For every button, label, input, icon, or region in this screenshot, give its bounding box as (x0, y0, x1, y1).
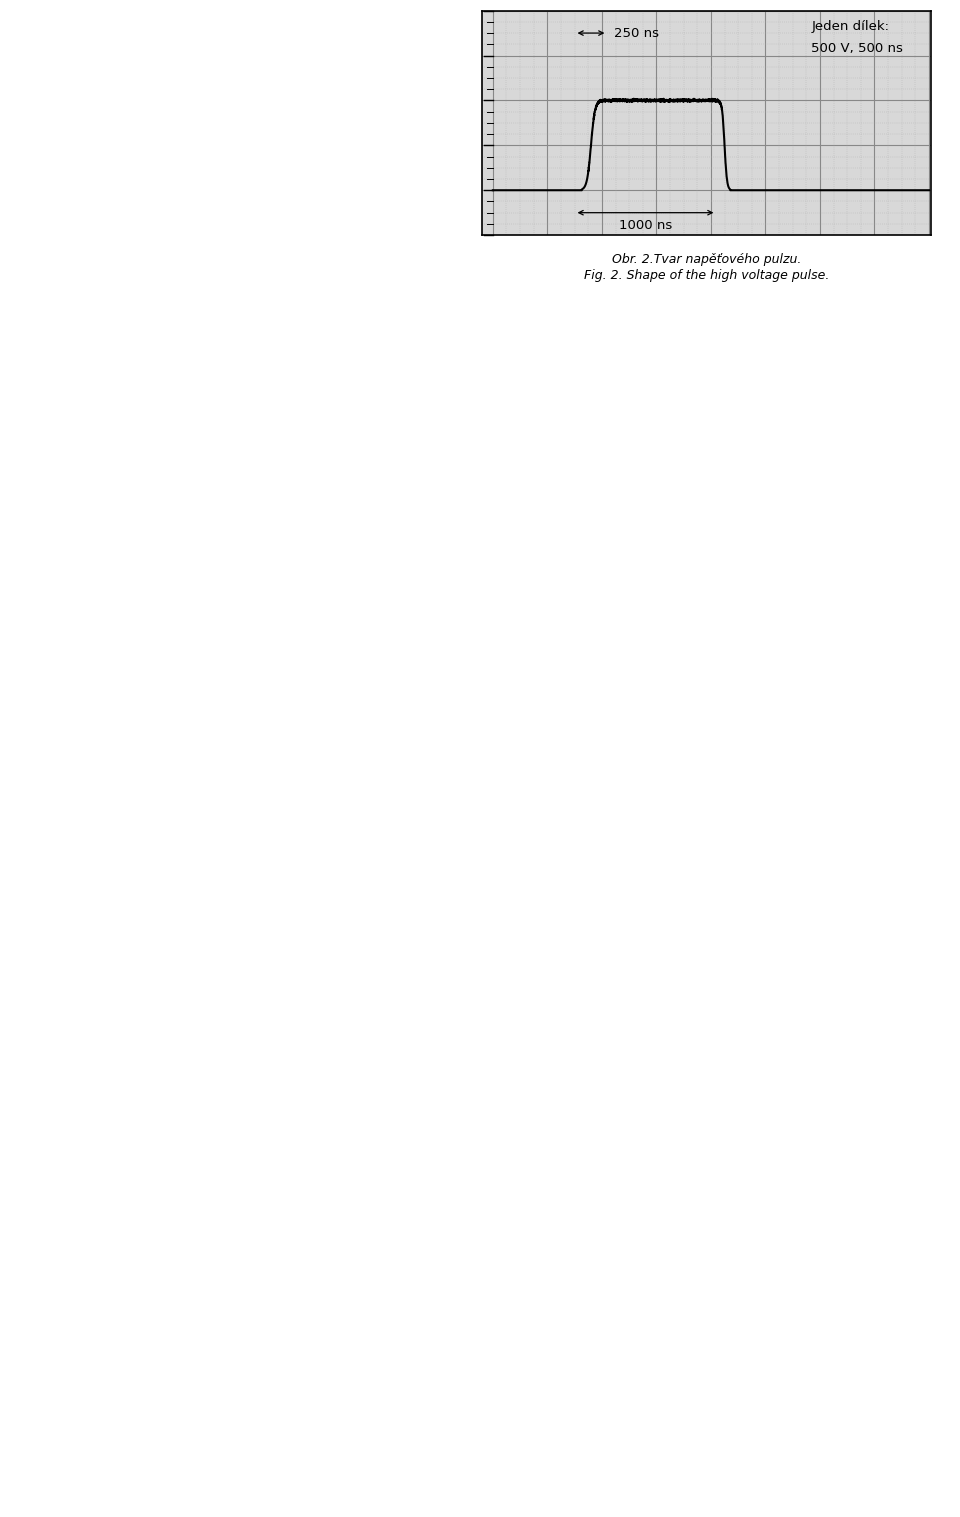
Text: 500 V, 500 ns: 500 V, 500 ns (811, 42, 903, 55)
Text: 250 ns: 250 ns (613, 27, 659, 39)
Text: Obr. 2.Tvar napěťového pulzu.: Obr. 2.Tvar napěťového pulzu. (612, 253, 802, 267)
Text: Fig. 2. Shape of the high voltage pulse.: Fig. 2. Shape of the high voltage pulse. (584, 269, 829, 282)
Text: 1000 ns: 1000 ns (619, 220, 672, 232)
Text: Jeden dílek:: Jeden dílek: (811, 20, 889, 33)
